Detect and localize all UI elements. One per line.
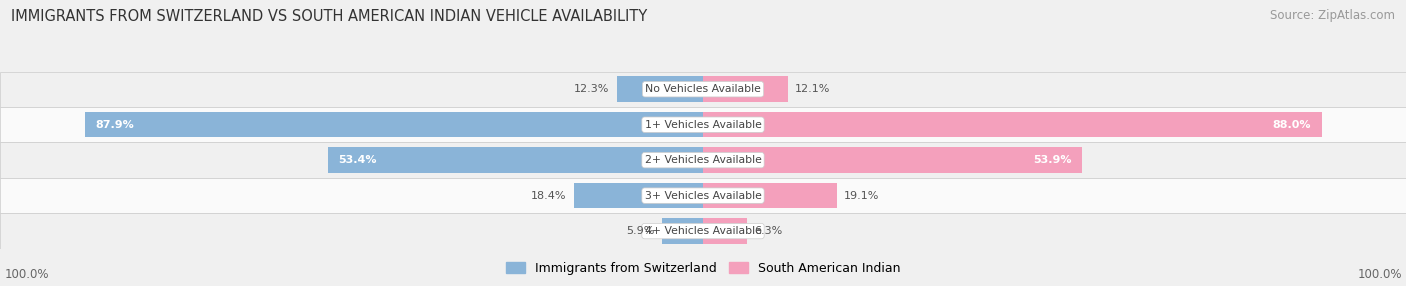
Text: 4+ Vehicles Available: 4+ Vehicles Available [644, 226, 762, 236]
Text: 53.4%: 53.4% [337, 155, 377, 165]
Bar [0, 142, 1406, 178]
Bar [703, 218, 748, 244]
Text: 100.0%: 100.0% [1357, 268, 1402, 281]
Text: 5.9%: 5.9% [626, 226, 654, 236]
Bar [662, 218, 703, 244]
Bar [0, 107, 1406, 142]
Legend: Immigrants from Switzerland, South American Indian: Immigrants from Switzerland, South Ameri… [501, 257, 905, 280]
Bar [84, 112, 703, 138]
Text: 12.1%: 12.1% [796, 84, 831, 94]
Bar [703, 183, 838, 208]
Bar [574, 183, 703, 208]
Text: 87.9%: 87.9% [96, 120, 135, 130]
Text: 6.3%: 6.3% [754, 226, 783, 236]
Bar [0, 213, 1406, 249]
Bar [0, 178, 1406, 213]
Text: IMMIGRANTS FROM SWITZERLAND VS SOUTH AMERICAN INDIAN VEHICLE AVAILABILITY: IMMIGRANTS FROM SWITZERLAND VS SOUTH AME… [11, 9, 648, 23]
Bar [328, 147, 703, 173]
Text: 100.0%: 100.0% [4, 268, 49, 281]
Bar [0, 72, 1406, 107]
Text: 1+ Vehicles Available: 1+ Vehicles Available [644, 120, 762, 130]
Text: No Vehicles Available: No Vehicles Available [645, 84, 761, 94]
Text: 3+ Vehicles Available: 3+ Vehicles Available [644, 191, 762, 200]
Text: 19.1%: 19.1% [844, 191, 880, 200]
Bar [703, 76, 787, 102]
Text: 53.9%: 53.9% [1033, 155, 1071, 165]
Text: 12.3%: 12.3% [574, 84, 610, 94]
Text: 2+ Vehicles Available: 2+ Vehicles Available [644, 155, 762, 165]
Bar [703, 147, 1083, 173]
Text: Source: ZipAtlas.com: Source: ZipAtlas.com [1270, 9, 1395, 21]
Bar [616, 76, 703, 102]
Bar [703, 112, 1322, 138]
Text: 88.0%: 88.0% [1272, 120, 1312, 130]
Text: 18.4%: 18.4% [531, 191, 567, 200]
